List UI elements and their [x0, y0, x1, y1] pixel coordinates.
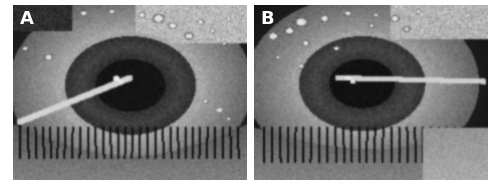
Text: B: B — [261, 10, 274, 28]
Text: A: A — [20, 10, 34, 28]
